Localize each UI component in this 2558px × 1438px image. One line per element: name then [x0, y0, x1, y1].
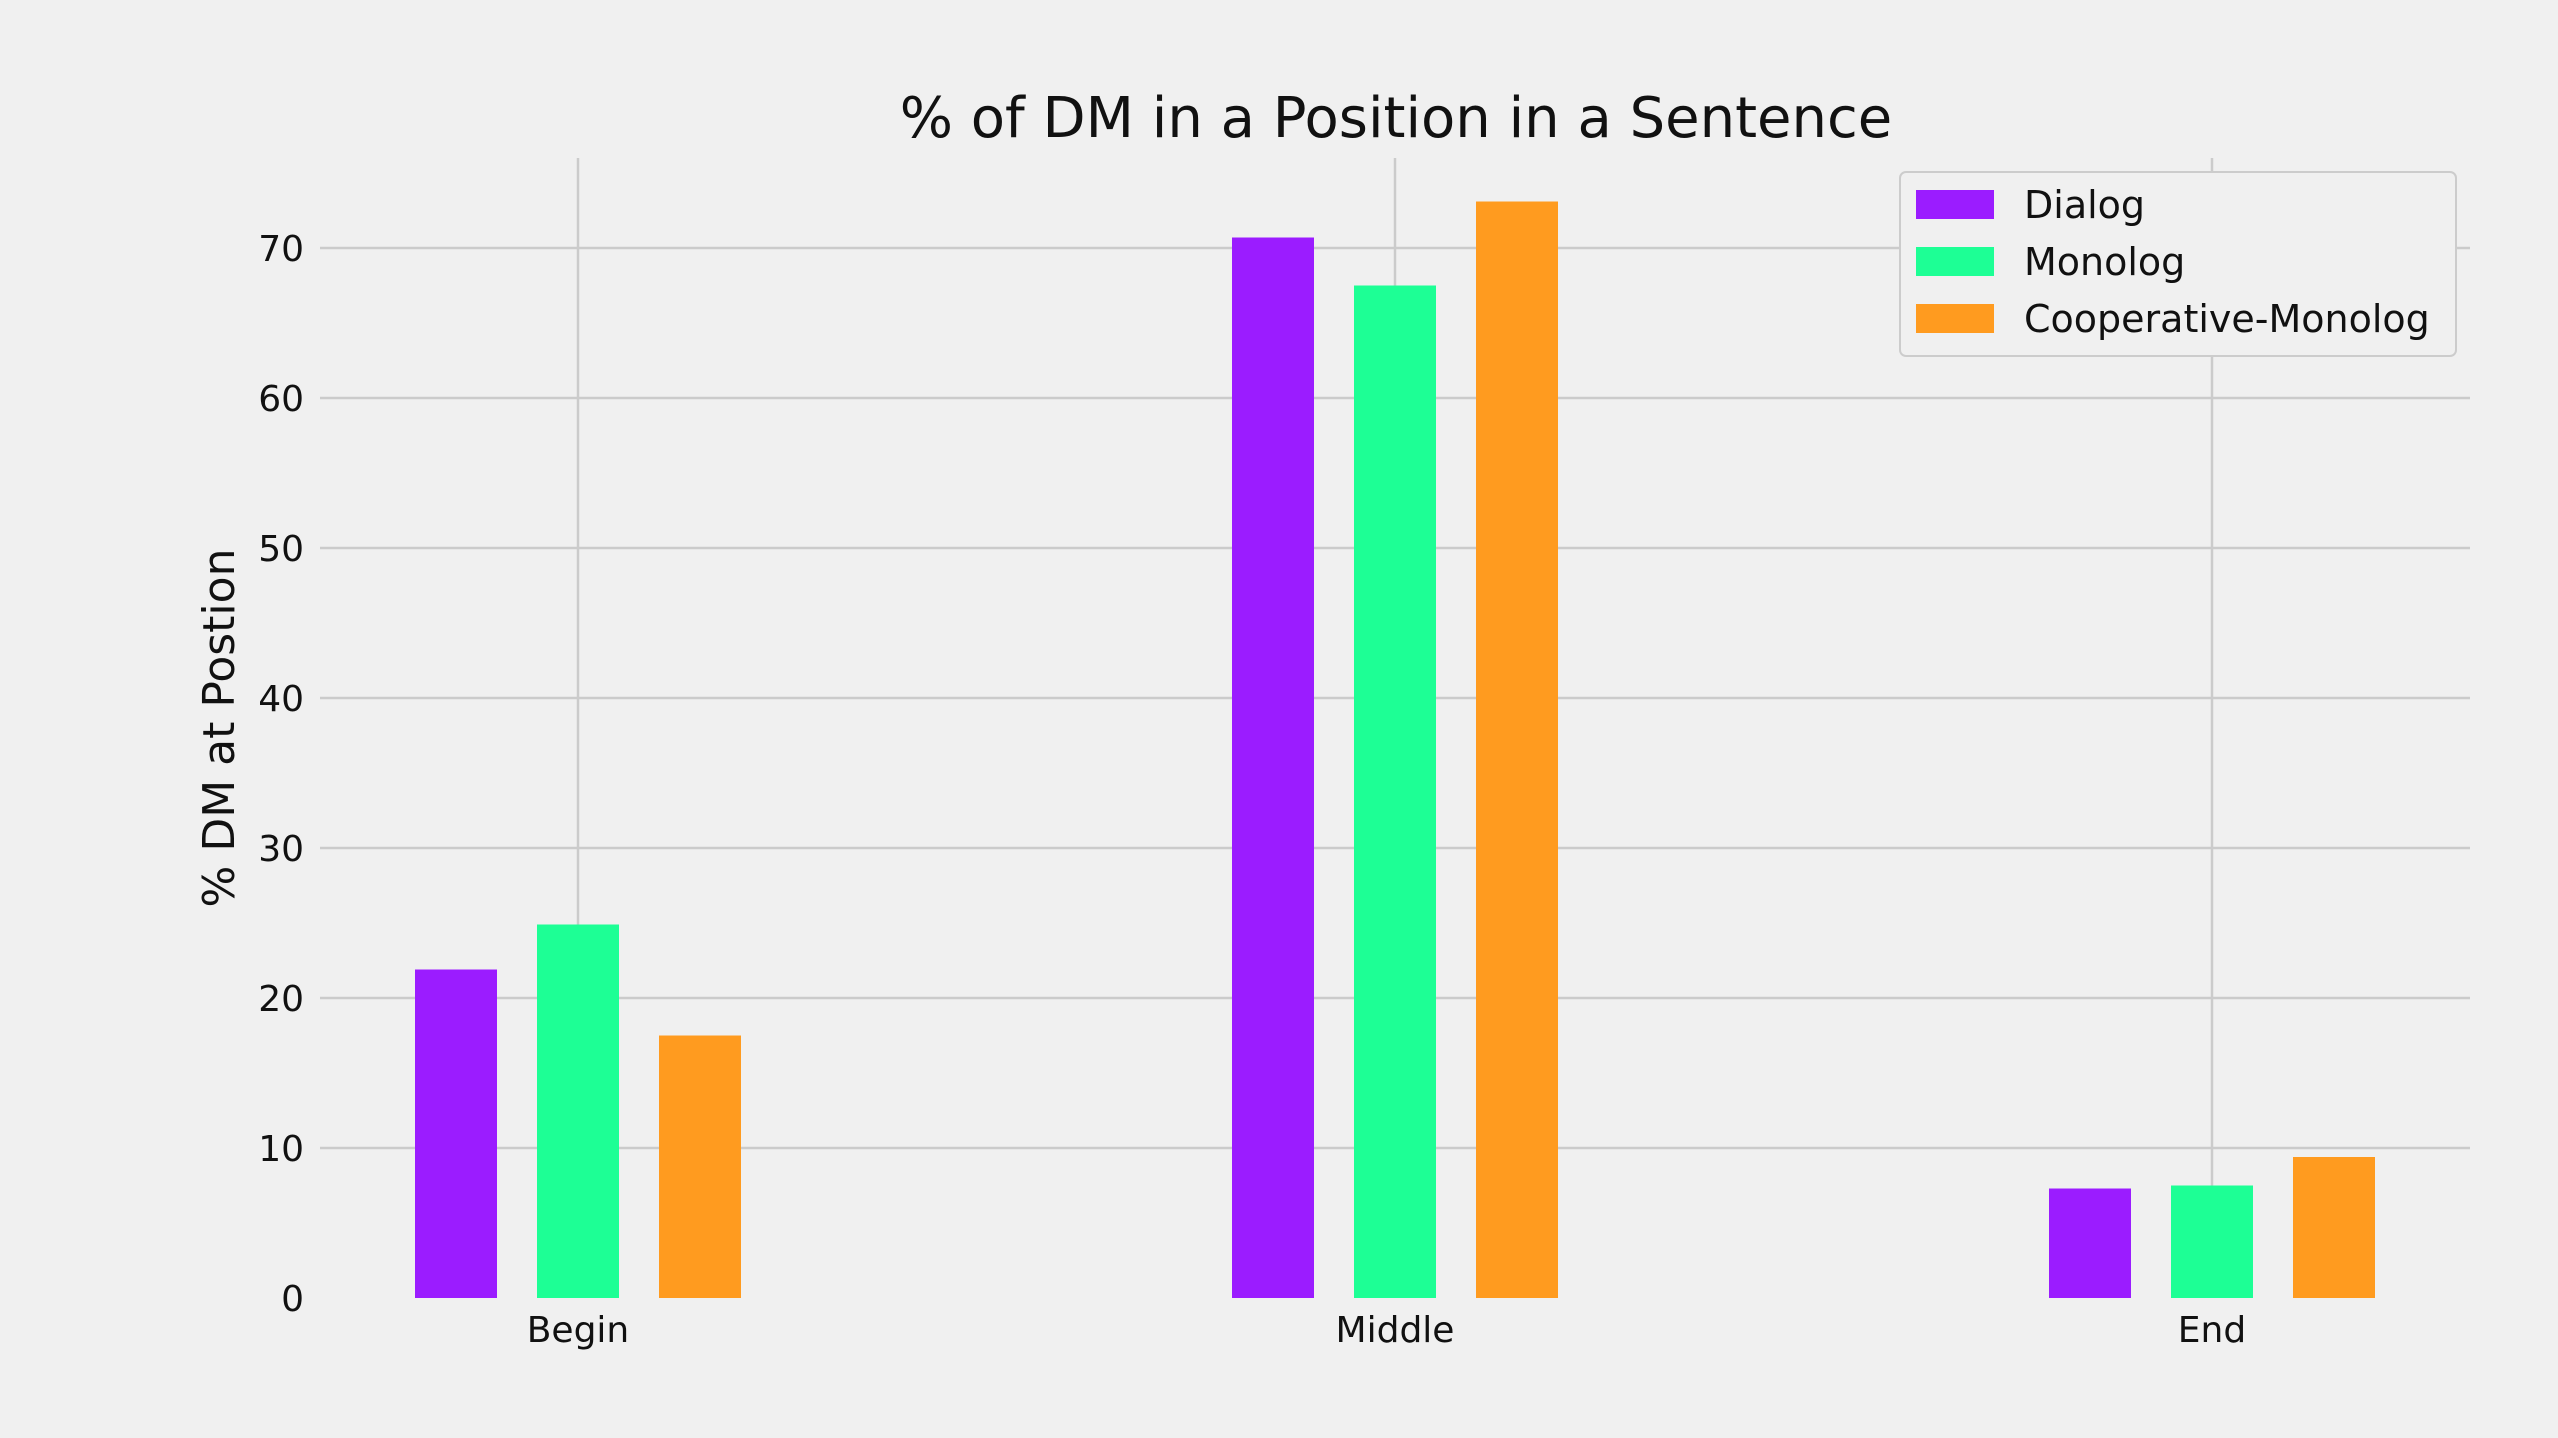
legend-items: Dialog Monolog Cooperative-Monolog	[1916, 183, 2430, 341]
y-tick-label: 70	[258, 229, 304, 270]
y-tick-label: 20	[258, 979, 304, 1020]
legend: Dialog Monolog Cooperative-Monolog	[1899, 171, 2457, 357]
bar-dialog-begin	[415, 969, 497, 1298]
legend-box	[1899, 171, 2457, 357]
y-tick-labels: 0 10 20 30 40 50 60 70	[258, 229, 304, 1320]
legend-swatch	[1916, 247, 1994, 276]
chart-title: % of DM in a Position in a Sentence	[900, 86, 1892, 151]
x-tick-label: Begin	[527, 1310, 630, 1351]
y-tick-label: 0	[281, 1279, 304, 1320]
legend-label: Cooperative-Monolog	[2024, 297, 2430, 341]
bars	[415, 201, 2375, 1298]
bar-dialog-end	[2049, 1188, 2131, 1298]
y-tick-label: 40	[258, 679, 304, 720]
bar-monolog-begin	[537, 924, 619, 1298]
bar-cooperative-monolog-begin	[659, 1035, 741, 1298]
x-tick-label: End	[2178, 1310, 2246, 1351]
x-tick-labels: Begin Middle End	[527, 1310, 2246, 1351]
y-tick-label: 60	[258, 379, 304, 420]
y-axis-label: % DM at Postion	[194, 549, 245, 908]
bar-cooperative-monolog-end	[2293, 1157, 2375, 1298]
bar-dialog-middle	[1232, 237, 1314, 1298]
y-tick-label: 50	[258, 529, 304, 570]
bar-cooperative-monolog-middle	[1476, 201, 1558, 1298]
legend-swatch	[1916, 304, 1994, 333]
legend-swatch	[1916, 190, 1994, 219]
bar-monolog-middle	[1354, 285, 1436, 1298]
legend-label: Dialog	[2024, 183, 2145, 227]
y-tick-label: 10	[258, 1129, 304, 1170]
bar-monolog-end	[2171, 1185, 2253, 1298]
legend-label: Monolog	[2024, 240, 2185, 284]
y-tick-label: 30	[258, 829, 304, 870]
x-tick-label: Middle	[1336, 1310, 1455, 1351]
